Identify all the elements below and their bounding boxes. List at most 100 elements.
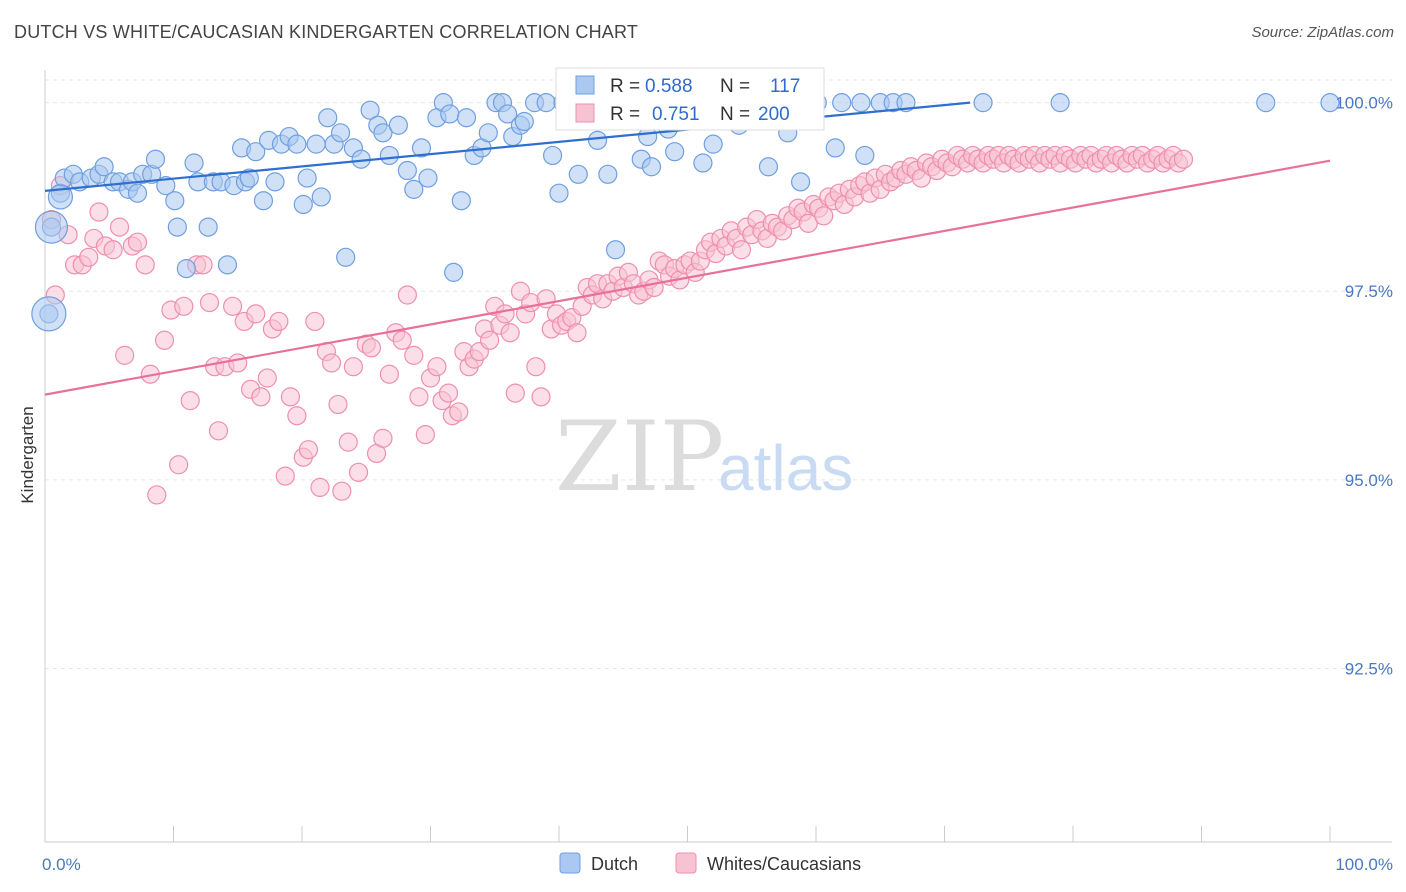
point-whites (174, 296, 194, 316)
point-dutch (360, 100, 380, 120)
watermark-zip: ZIP (555, 401, 724, 513)
point-dutch (330, 123, 351, 143)
legend-n-label-dutch: N = (720, 76, 750, 97)
point-dutch (498, 104, 518, 124)
point-whites (338, 432, 358, 452)
legend-n-value-dutch: 117 (770, 76, 800, 97)
point-whites (193, 255, 213, 275)
point-whites (298, 440, 319, 460)
point-whites (731, 240, 752, 260)
y-tick-label: 100.0% (1335, 94, 1393, 113)
point-dutch (693, 153, 713, 173)
point-whites (135, 255, 155, 275)
point-whites (373, 428, 393, 448)
point-dutch (598, 164, 618, 184)
point-dutch (404, 179, 424, 199)
legend-box (555, 67, 825, 131)
point-dutch (246, 142, 266, 162)
point-dutch (388, 115, 408, 135)
point-whites (89, 202, 109, 222)
point-whites (332, 481, 352, 501)
point-dutch (832, 93, 852, 113)
y-tick-label: 97.5% (1345, 282, 1393, 301)
point-whites (79, 247, 99, 267)
point-dutch (605, 240, 626, 260)
point-dutch (825, 138, 845, 158)
legend-n-label-whites: N = (720, 104, 750, 125)
point-dutch (542, 145, 563, 166)
point-whites (495, 304, 515, 324)
x-tick-label-min: 0.0% (42, 855, 81, 874)
point-whites (154, 330, 175, 350)
correlation-legend: R = 0.588 N = 117 R = 0.751 N = 200 (555, 67, 825, 131)
axes (44, 70, 1392, 843)
point-dutch (758, 157, 779, 177)
point-whites (251, 387, 271, 407)
point-whites (103, 240, 123, 260)
point-dutch (165, 191, 185, 211)
point-dutch (217, 255, 238, 275)
point-dutch (514, 111, 534, 132)
point-dutch (851, 93, 871, 113)
point-dutch (239, 168, 259, 188)
point-whites (379, 364, 399, 384)
point-dutch (253, 191, 274, 211)
point-dutch (587, 130, 608, 150)
point-dutch (397, 160, 417, 181)
point-dutch (94, 157, 114, 177)
point-whites (321, 353, 342, 373)
point-dutch (336, 247, 356, 267)
point-whites (127, 232, 148, 252)
point-dutch (665, 142, 685, 162)
trend-line-whites (44, 159, 1331, 396)
y-tick-label: 92.5% (1345, 659, 1393, 678)
point-whites (180, 391, 200, 411)
point-dutch (379, 145, 399, 166)
point-dutch (176, 259, 196, 279)
point-whites (246, 304, 266, 324)
point-dutch (373, 123, 393, 143)
point-whites (438, 383, 459, 403)
point-whites (147, 485, 167, 505)
point-whites (361, 338, 381, 358)
series-legend-swatch-whites (675, 852, 697, 874)
point-whites (109, 217, 130, 237)
point-whites (208, 421, 229, 441)
point-whites (392, 330, 412, 350)
legend-n-value-whites: 200 (758, 104, 790, 125)
point-whites (531, 387, 551, 407)
legend-swatch-dutch (575, 75, 595, 95)
point-whites (814, 206, 834, 226)
point-whites (343, 357, 363, 377)
point-dutch-large (31, 296, 67, 332)
point-whites (449, 402, 469, 422)
point-whites (480, 330, 500, 350)
point-whites (269, 311, 289, 332)
point-whites (287, 406, 307, 426)
point-whites (223, 296, 243, 316)
point-dutch (1050, 93, 1070, 113)
legend-r-label-whites: R = (610, 104, 640, 125)
point-dutch (456, 108, 477, 128)
point-dutch (478, 123, 498, 143)
point-dutch (184, 153, 204, 173)
series-legend: Dutch Whites/Caucasians (559, 852, 861, 874)
point-whites (1173, 149, 1194, 169)
point-dutch (1256, 93, 1276, 113)
point-whites (115, 345, 135, 365)
point-dutch (127, 183, 148, 203)
point-whites (505, 383, 525, 403)
point-whites (280, 387, 301, 407)
point-dutch (318, 108, 338, 128)
watermark-atlas: atlas (718, 432, 853, 504)
point-whites (427, 357, 447, 377)
legend-swatch-whites (575, 103, 595, 123)
point-whites (644, 277, 664, 298)
y-axis-title: Kindergarten (18, 406, 37, 503)
point-dutch (145, 149, 166, 169)
point-dutch (896, 93, 916, 113)
chart-title: DUTCH VS WHITE/CAUCASIAN KINDERGARTEN CO… (14, 22, 639, 42)
point-dutch (1320, 93, 1340, 113)
point-dutch (855, 145, 875, 166)
